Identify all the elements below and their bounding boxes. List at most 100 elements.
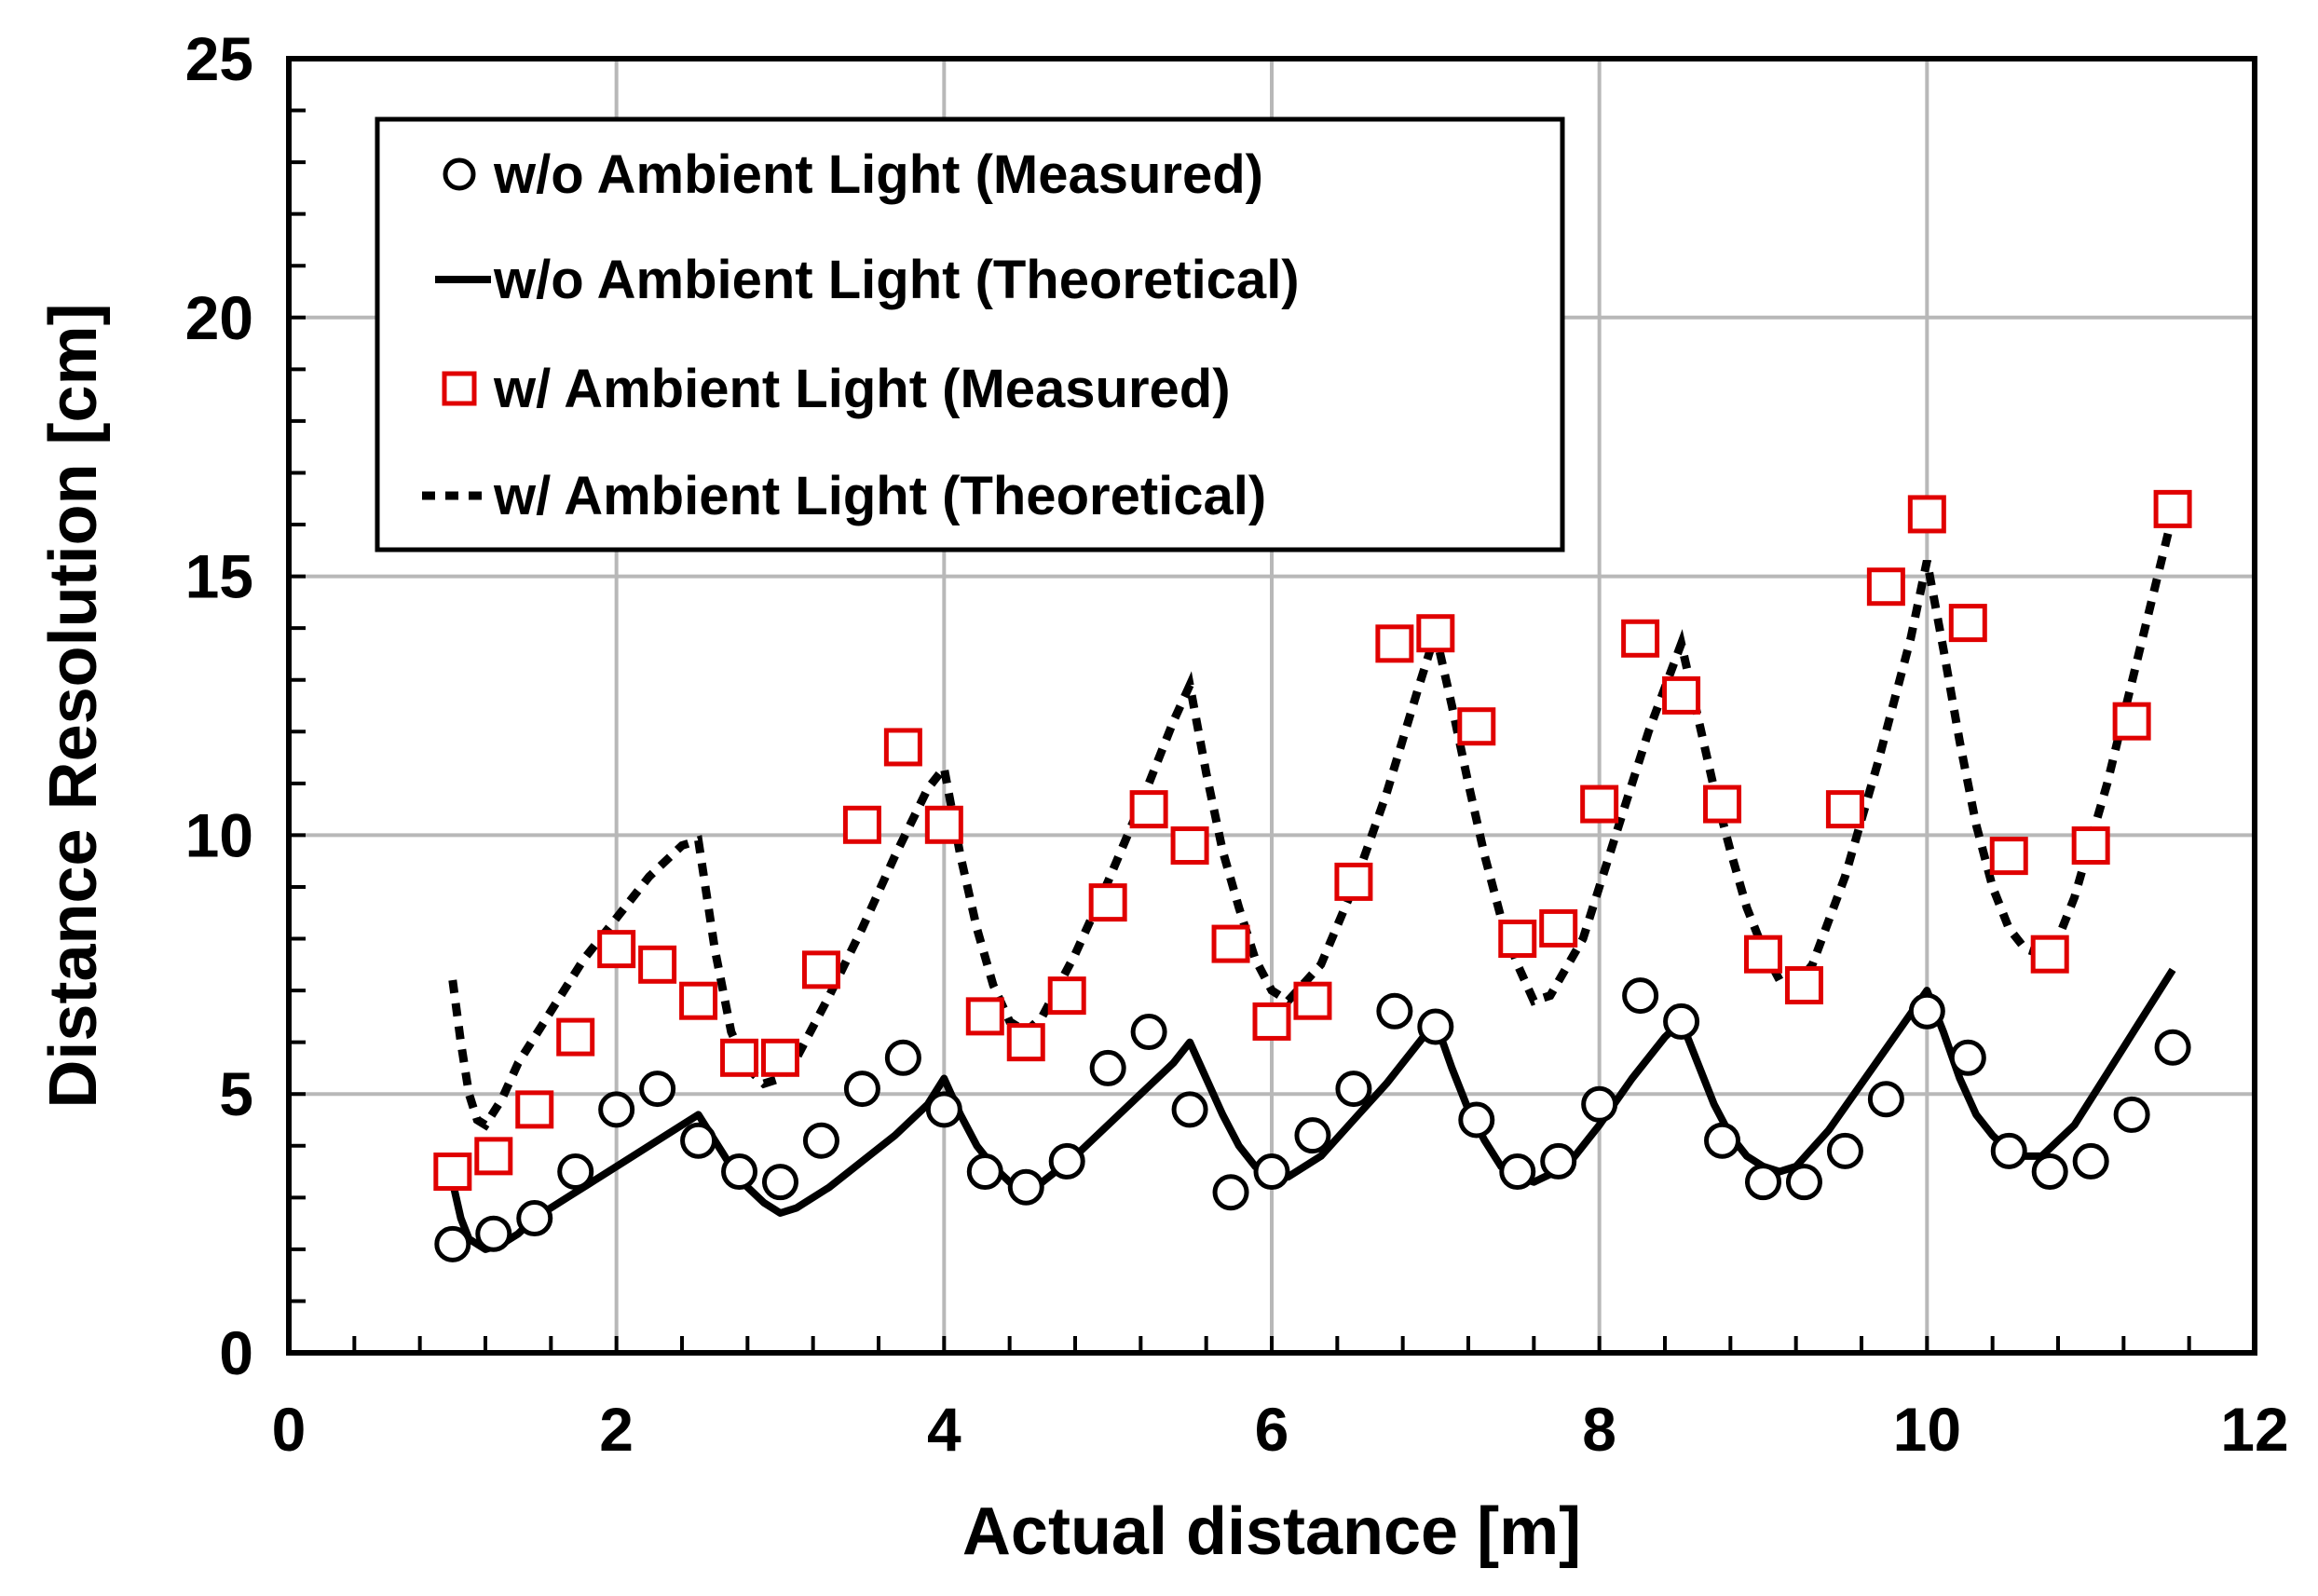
point-wo-measured bbox=[1785, 1164, 1822, 1201]
point-w-measured bbox=[638, 945, 677, 984]
point-w-measured bbox=[1744, 934, 1782, 974]
legend-box bbox=[375, 116, 1565, 552]
point-w-measured bbox=[1211, 924, 1250, 963]
x-tick-label: 6 bbox=[1255, 1395, 1289, 1464]
point-w-measured bbox=[924, 805, 963, 844]
point-w-measured bbox=[1334, 862, 1373, 901]
point-wo-measured bbox=[680, 1122, 717, 1159]
point-wo-measured bbox=[557, 1153, 594, 1191]
legend-label-w-measured: w/ Ambient Light (Measured) bbox=[493, 359, 1231, 419]
point-wo-measured bbox=[1663, 1003, 1700, 1040]
point-w-measured bbox=[965, 997, 1004, 1036]
point-w-measured bbox=[433, 1153, 472, 1192]
point-wo-measured bbox=[1458, 1101, 1495, 1139]
point-w-measured bbox=[1498, 920, 1537, 959]
series-layer bbox=[433, 489, 2192, 1262]
point-w-measured bbox=[1416, 614, 1455, 653]
point-wo-measured bbox=[762, 1164, 798, 1201]
point-w-measured bbox=[2071, 826, 2110, 866]
point-w-measured bbox=[1703, 784, 1742, 824]
point-wo-measured bbox=[1622, 977, 1659, 1015]
point-wo-measured bbox=[925, 1091, 962, 1128]
y-axis-title: Distance Resolution [cm] bbox=[36, 303, 111, 1108]
point-wo-measured bbox=[1540, 1142, 1577, 1180]
point-w-measured bbox=[474, 1137, 513, 1176]
point-wo-measured bbox=[1007, 1168, 1044, 1206]
point-wo-measured bbox=[843, 1071, 880, 1108]
point-w-measured bbox=[2030, 934, 2069, 974]
series-line-w-theoretical bbox=[448, 512, 2177, 1131]
point-wo-measured bbox=[2154, 1029, 2191, 1066]
legend-label-w-theoretical: w/ Ambient Light (Theoretical) bbox=[493, 466, 1266, 526]
point-wo-measured bbox=[1130, 1014, 1167, 1051]
point-wo-measured bbox=[475, 1215, 512, 1252]
point-wo-measured bbox=[639, 1071, 676, 1108]
point-w-measured bbox=[720, 1038, 759, 1077]
point-wo-measured bbox=[884, 1039, 921, 1076]
point-wo-measured bbox=[1048, 1142, 1085, 1180]
point-w-measured bbox=[2112, 702, 2151, 741]
legend-marker-circle bbox=[443, 157, 476, 191]
point-w-measured bbox=[1907, 495, 1946, 534]
point-w-measured bbox=[1662, 675, 1701, 715]
point-w-measured bbox=[801, 950, 840, 989]
point-w-measured bbox=[842, 805, 881, 844]
y-tick-label: 0 bbox=[219, 1318, 253, 1387]
point-w-measured bbox=[1457, 707, 1496, 746]
point-wo-measured bbox=[1704, 1122, 1741, 1159]
point-w-measured bbox=[1989, 837, 2028, 876]
point-w-measured bbox=[1170, 826, 1209, 866]
point-wo-measured bbox=[1089, 1049, 1126, 1086]
y-tick-label: 10 bbox=[185, 800, 253, 869]
point-wo-measured bbox=[1171, 1091, 1208, 1128]
y-tick-label: 25 bbox=[185, 24, 253, 93]
legend-symbol-circle bbox=[443, 157, 476, 191]
point-wo-measured bbox=[1376, 992, 1413, 1030]
point-wo-measured bbox=[1990, 1132, 2027, 1169]
point-wo-measured bbox=[1335, 1071, 1372, 1108]
y-tick-label: 15 bbox=[185, 542, 253, 611]
point-w-measured bbox=[1825, 790, 1864, 829]
y-tick-labels: 0 5 10 15 20 25 bbox=[185, 24, 253, 1387]
x-axis-title: Actual distance [m] bbox=[962, 1494, 1581, 1569]
point-w-measured bbox=[1866, 567, 1905, 607]
point-w-measured bbox=[1784, 966, 1823, 1005]
point-w-measured bbox=[679, 981, 718, 1020]
point-wo-measured bbox=[1826, 1132, 1863, 1169]
point-wo-measured bbox=[1294, 1117, 1331, 1154]
legend-marker-square bbox=[442, 371, 477, 406]
point-w-measured bbox=[1948, 604, 1987, 643]
point-wo-measured bbox=[516, 1200, 553, 1237]
legend: w/o Ambient Light (Measured) w/o Ambient… bbox=[375, 116, 1565, 552]
point-wo-measured bbox=[966, 1153, 1003, 1191]
point-wo-measured bbox=[1417, 1008, 1454, 1045]
x-tick-labels: 0 2 4 6 8 10 12 bbox=[272, 1395, 2289, 1464]
point-wo-measured bbox=[2072, 1142, 2109, 1180]
point-wo-measured bbox=[1499, 1153, 1536, 1191]
point-wo-measured bbox=[1949, 1039, 1986, 1076]
point-wo-measured bbox=[1908, 992, 1945, 1030]
point-wo-measured bbox=[802, 1122, 839, 1159]
point-w-measured bbox=[1006, 1023, 1045, 1062]
point-wo-measured bbox=[1253, 1153, 1290, 1191]
point-wo-measured bbox=[598, 1091, 635, 1128]
point-w-measured bbox=[1129, 790, 1168, 829]
x-tick-label: 2 bbox=[599, 1395, 634, 1464]
point-w-measured bbox=[1621, 619, 1660, 658]
point-w-measured bbox=[1088, 883, 1127, 922]
x-tick-label: 10 bbox=[1893, 1395, 1961, 1464]
point-w-measured bbox=[556, 1017, 595, 1057]
point-wo-measured bbox=[2031, 1153, 2068, 1191]
point-wo-measured bbox=[1581, 1085, 1618, 1123]
point-w-measured bbox=[761, 1038, 799, 1077]
point-w-measured bbox=[1580, 784, 1619, 824]
point-w-measured bbox=[1252, 1002, 1291, 1041]
point-wo-measured bbox=[1867, 1081, 1904, 1118]
point-w-measured bbox=[1047, 976, 1086, 1016]
point-w-measured bbox=[1539, 908, 1578, 948]
legend-symbol-square bbox=[442, 371, 477, 406]
x-tick-label: 4 bbox=[927, 1395, 961, 1464]
x-tick-label: 12 bbox=[2220, 1395, 2288, 1464]
